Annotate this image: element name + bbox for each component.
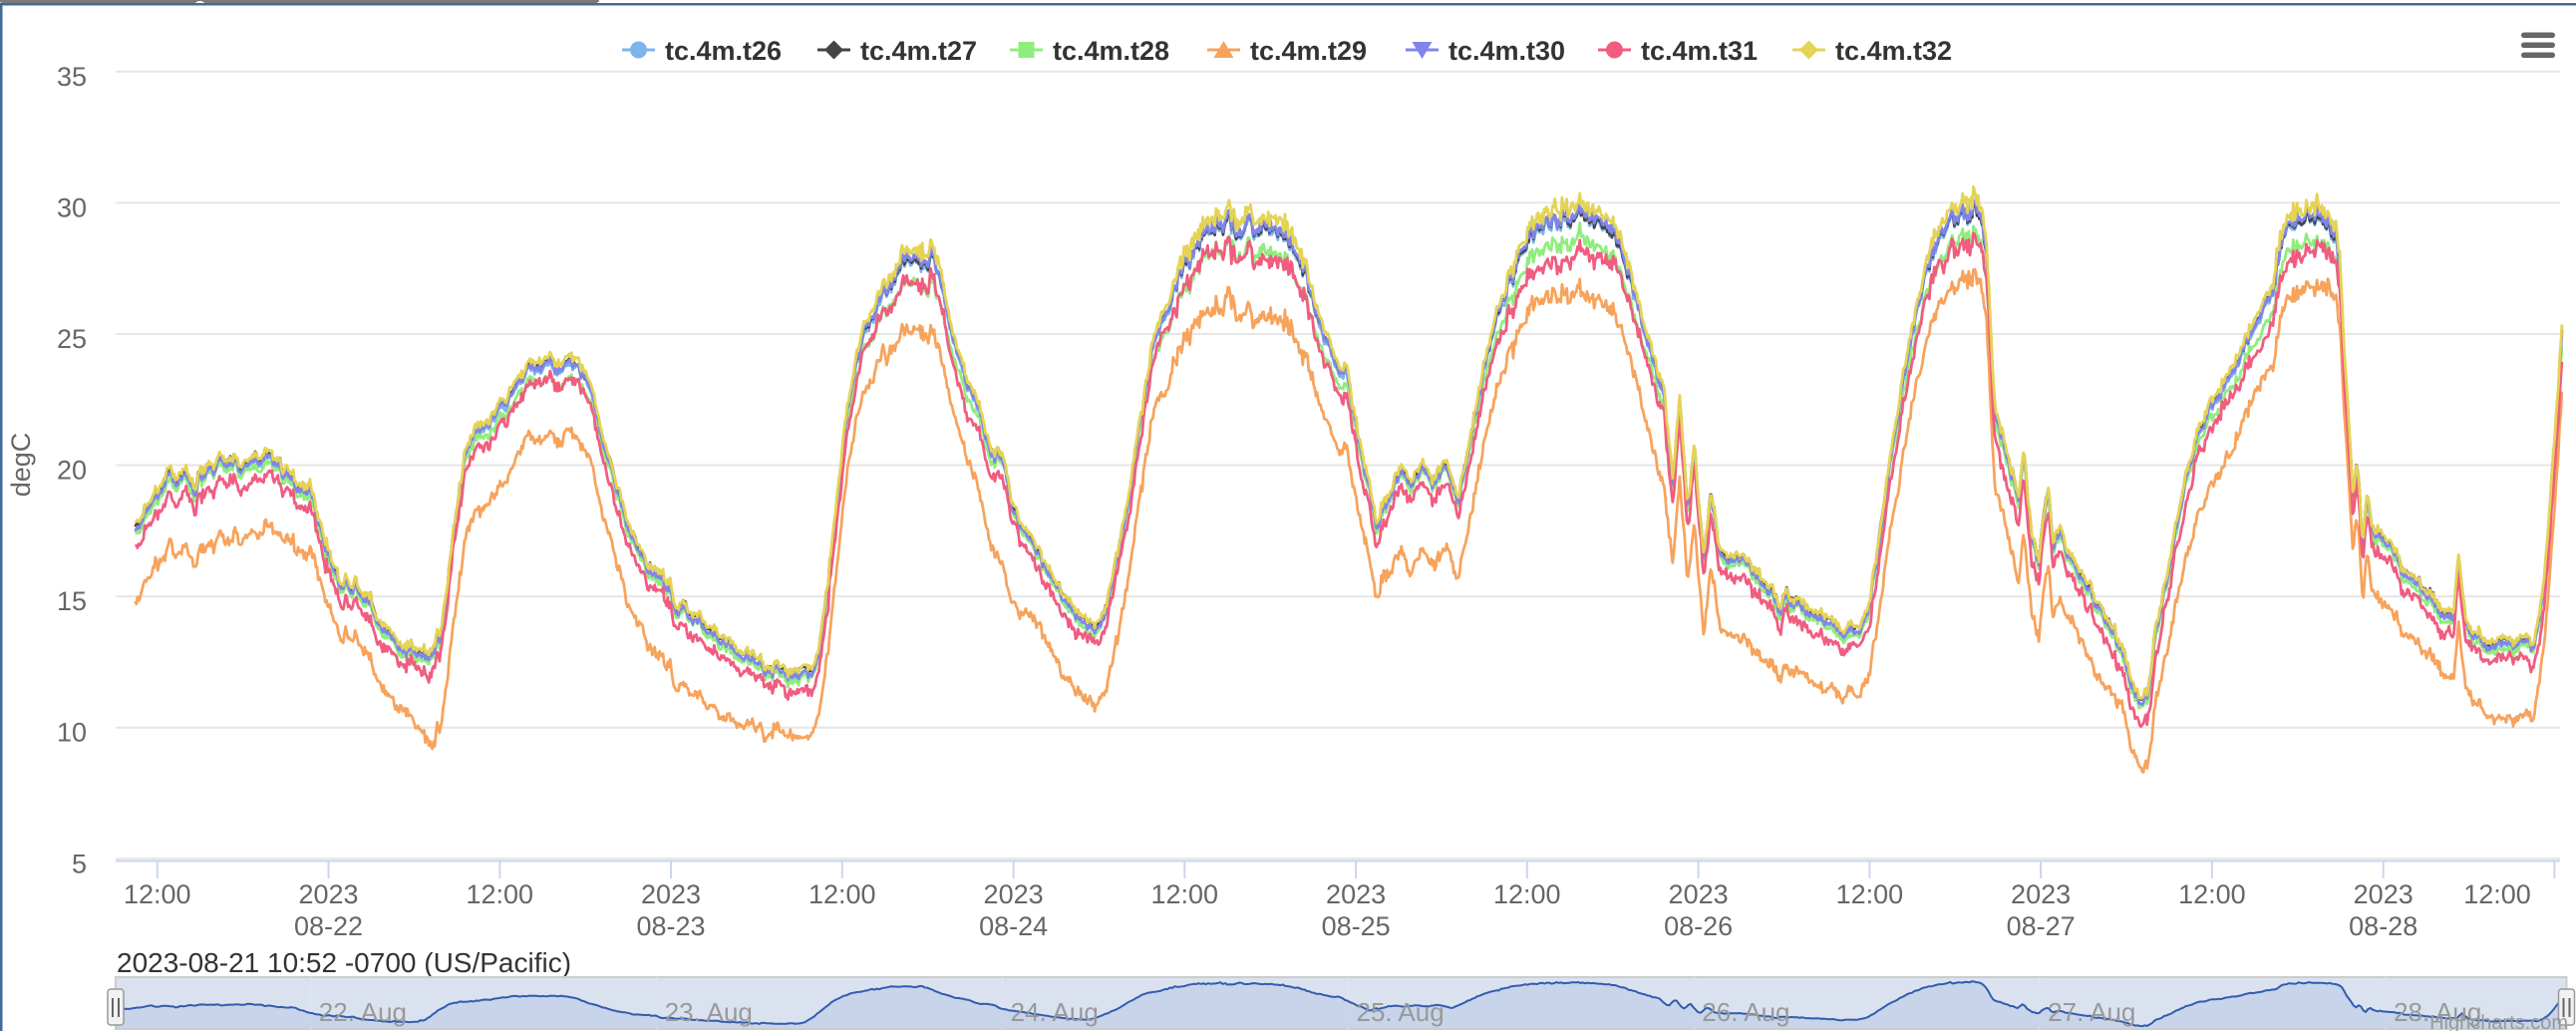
svg-text:23. Aug: 23. Aug bbox=[665, 997, 753, 1027]
svg-text:25: 25 bbox=[57, 324, 87, 354]
svg-text:2023: 2023 bbox=[1669, 879, 1729, 909]
svg-text:08-23: 08-23 bbox=[636, 911, 705, 941]
svg-text:15: 15 bbox=[57, 586, 87, 616]
svg-text:tc.4m.t29: tc.4m.t29 bbox=[1250, 36, 1367, 66]
svg-text:12:00: 12:00 bbox=[2178, 879, 2246, 909]
svg-text:2023: 2023 bbox=[2354, 879, 2414, 909]
svg-text:27. Aug: 27. Aug bbox=[2048, 997, 2135, 1027]
svg-text:2023: 2023 bbox=[641, 879, 701, 909]
svg-text:2023: 2023 bbox=[298, 879, 358, 909]
svg-text:12:00: 12:00 bbox=[1836, 879, 1904, 909]
svg-text:30: 30 bbox=[57, 192, 87, 222]
svg-text:08-22: 08-22 bbox=[294, 911, 363, 941]
svg-text:28. Aug: 28. Aug bbox=[2394, 997, 2481, 1027]
svg-text:25. Aug: 25. Aug bbox=[1357, 997, 1445, 1027]
svg-text:12:00: 12:00 bbox=[1493, 879, 1561, 909]
svg-text:tc.4m.t28: tc.4m.t28 bbox=[1053, 36, 1169, 66]
svg-text:22. Aug: 22. Aug bbox=[319, 997, 407, 1027]
svg-text:tc.4m.t32: tc.4m.t32 bbox=[1835, 36, 1952, 66]
svg-text:degC: degC bbox=[6, 433, 36, 498]
svg-text:2023: 2023 bbox=[2011, 879, 2071, 909]
svg-text:12:00: 12:00 bbox=[124, 879, 191, 909]
svg-text:08-27: 08-27 bbox=[2007, 911, 2076, 941]
svg-text:2023: 2023 bbox=[984, 879, 1044, 909]
svg-text:12:00: 12:00 bbox=[2463, 879, 2531, 909]
svg-text:tc.4m.t26: tc.4m.t26 bbox=[665, 36, 782, 66]
svg-text:5: 5 bbox=[72, 849, 87, 878]
svg-text:24. Aug: 24. Aug bbox=[1011, 997, 1099, 1027]
svg-text:2023-08-21 10:52 -0700 (US/Pac: 2023-08-21 10:52 -0700 (US/Pacific) bbox=[117, 947, 571, 978]
svg-text:26. Aug: 26. Aug bbox=[1702, 997, 1789, 1027]
svg-text:12:00: 12:00 bbox=[808, 879, 876, 909]
svg-text:08-24: 08-24 bbox=[979, 911, 1048, 941]
svg-text:tc.4m.t30: tc.4m.t30 bbox=[1449, 36, 1565, 66]
svg-text:10: 10 bbox=[57, 718, 87, 748]
svg-text:12:00: 12:00 bbox=[1151, 879, 1219, 909]
svg-text:20: 20 bbox=[57, 456, 87, 486]
svg-text:08-26: 08-26 bbox=[1664, 911, 1733, 941]
svg-text:08-28: 08-28 bbox=[2349, 911, 2417, 941]
svg-text:35: 35 bbox=[57, 62, 87, 92]
svg-text:08-25: 08-25 bbox=[1322, 911, 1391, 941]
svg-text:tc.4m.t27: tc.4m.t27 bbox=[860, 36, 977, 66]
svg-text:Highcharts.com: Highcharts.com bbox=[2429, 1012, 2568, 1031]
svg-text:tc.4m.t31: tc.4m.t31 bbox=[1641, 36, 1758, 66]
svg-text:12:00: 12:00 bbox=[467, 879, 534, 909]
svg-text:2023: 2023 bbox=[1326, 879, 1386, 909]
